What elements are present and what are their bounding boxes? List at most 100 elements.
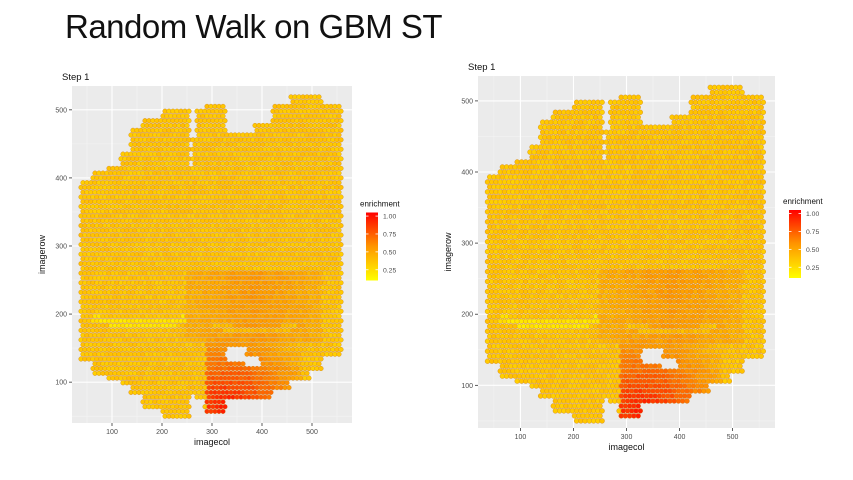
- spot: [338, 137, 344, 143]
- spot: [336, 246, 342, 252]
- x-tick-label: 100: [106, 429, 118, 436]
- spot: [758, 343, 764, 349]
- spot: [222, 127, 228, 133]
- x-tick-label: 500: [306, 429, 318, 436]
- spot: [760, 308, 766, 315]
- spot: [338, 270, 344, 276]
- y-tick-label: 100: [55, 380, 67, 387]
- spot: [599, 398, 605, 404]
- spot: [758, 333, 764, 339]
- spot: [758, 353, 764, 359]
- spot: [338, 223, 344, 229]
- spot: [338, 118, 344, 124]
- spot: [635, 403, 641, 409]
- y-tick-label: 400: [55, 175, 67, 182]
- spot: [184, 132, 190, 138]
- spot: [336, 285, 342, 290]
- spot: [336, 342, 342, 348]
- spot: [186, 404, 192, 410]
- spot: [184, 161, 190, 167]
- spot: [222, 347, 228, 352]
- spot: [338, 327, 344, 333]
- spot: [705, 388, 711, 394]
- spot: [186, 127, 192, 133]
- y-tick-label: 200: [55, 312, 67, 319]
- spot: [222, 108, 228, 114]
- spot: [338, 146, 344, 152]
- spot: [338, 165, 344, 171]
- spot: [186, 118, 192, 124]
- spot: [336, 208, 342, 214]
- spot: [597, 413, 603, 419]
- spot: [336, 323, 342, 329]
- spatial-plot-left: 100 200 300 400 500 100 200 300 400 500 Step 1 imag…: [30, 68, 430, 453]
- spot: [760, 318, 766, 324]
- spot: [338, 184, 344, 190]
- spot: [336, 189, 342, 195]
- spot: [760, 338, 766, 344]
- spot: [336, 103, 342, 109]
- spot: [318, 356, 324, 362]
- spot: [338, 242, 344, 248]
- spot: [336, 123, 342, 128]
- spot: [635, 413, 641, 419]
- spot: [336, 227, 342, 233]
- spot: [240, 361, 246, 367]
- spot: [336, 275, 342, 281]
- spot: [306, 375, 312, 381]
- legend-label: 0.50: [383, 249, 396, 256]
- spot: [336, 132, 342, 138]
- spot: [656, 363, 663, 369]
- spot: [184, 151, 190, 157]
- spot: [336, 199, 342, 205]
- spot: [686, 393, 692, 399]
- spatial-plot-right: 100 200 300 400 500 100 200 300 400 500 Step 1 imag…: [436, 58, 853, 458]
- spot: [338, 251, 344, 257]
- spot: [220, 399, 226, 405]
- spot: [316, 361, 322, 367]
- spot: [338, 337, 344, 343]
- spot: [336, 218, 342, 224]
- spot: [336, 313, 342, 319]
- spot: [599, 418, 605, 424]
- spot: [599, 408, 605, 414]
- spot: [184, 408, 190, 414]
- spot: [338, 156, 344, 162]
- x-tick-label: 200: [156, 429, 168, 436]
- spots-layer: [484, 84, 766, 424]
- spot: [758, 313, 764, 320]
- spot: [286, 385, 292, 391]
- spot: [220, 408, 226, 414]
- spot: [186, 413, 192, 419]
- spot: [222, 356, 228, 362]
- spot: [635, 353, 641, 359]
- spot: [338, 127, 344, 133]
- spot: [336, 304, 342, 310]
- spot: [597, 403, 603, 409]
- spot: [338, 213, 344, 219]
- spot: [316, 94, 322, 100]
- spot: [739, 358, 745, 364]
- y-tick-label: 500: [55, 107, 67, 114]
- spot: [220, 123, 226, 128]
- legend-label: 0.25: [383, 267, 396, 274]
- spot: [222, 118, 228, 124]
- spot: [739, 368, 745, 374]
- spot: [684, 398, 690, 404]
- spot: [336, 256, 342, 262]
- y-tick-label: 300: [55, 243, 67, 250]
- spot: [268, 389, 274, 395]
- spot: [266, 394, 272, 400]
- spot: [336, 332, 342, 338]
- spot: [726, 378, 733, 384]
- spot: [703, 383, 709, 389]
- spot: [724, 373, 730, 379]
- spot: [184, 123, 190, 128]
- spot: [737, 363, 743, 369]
- spot: [338, 175, 344, 181]
- spot: [318, 99, 324, 105]
- chart-title: Step 1: [62, 72, 89, 83]
- spot: [637, 348, 643, 354]
